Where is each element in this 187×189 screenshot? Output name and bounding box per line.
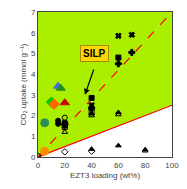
svg-text:40: 40 — [87, 161, 96, 170]
svg-text:3: 3 — [31, 91, 36, 100]
svg-text:6: 6 — [31, 29, 36, 38]
svg-text:7: 7 — [31, 8, 36, 17]
svg-text:5: 5 — [31, 49, 36, 58]
svg-text:4: 4 — [31, 70, 36, 79]
svg-text:2: 2 — [31, 111, 36, 120]
svg-text:CO₂ uptake (mmol g⁻¹): CO₂ uptake (mmol g⁻¹) — [19, 43, 28, 125]
svg-text:80: 80 — [141, 161, 150, 170]
svg-text:60: 60 — [114, 161, 123, 170]
svg-text:0: 0 — [36, 161, 41, 170]
svg-text:0: 0 — [31, 153, 36, 162]
svg-text:SILP: SILP — [83, 48, 106, 59]
svg-text:1: 1 — [31, 132, 36, 141]
svg-text:100: 100 — [165, 161, 179, 170]
svg-text:EZT3 loading (wt%): EZT3 loading (wt%) — [70, 171, 141, 180]
svg-text:20: 20 — [60, 161, 69, 170]
